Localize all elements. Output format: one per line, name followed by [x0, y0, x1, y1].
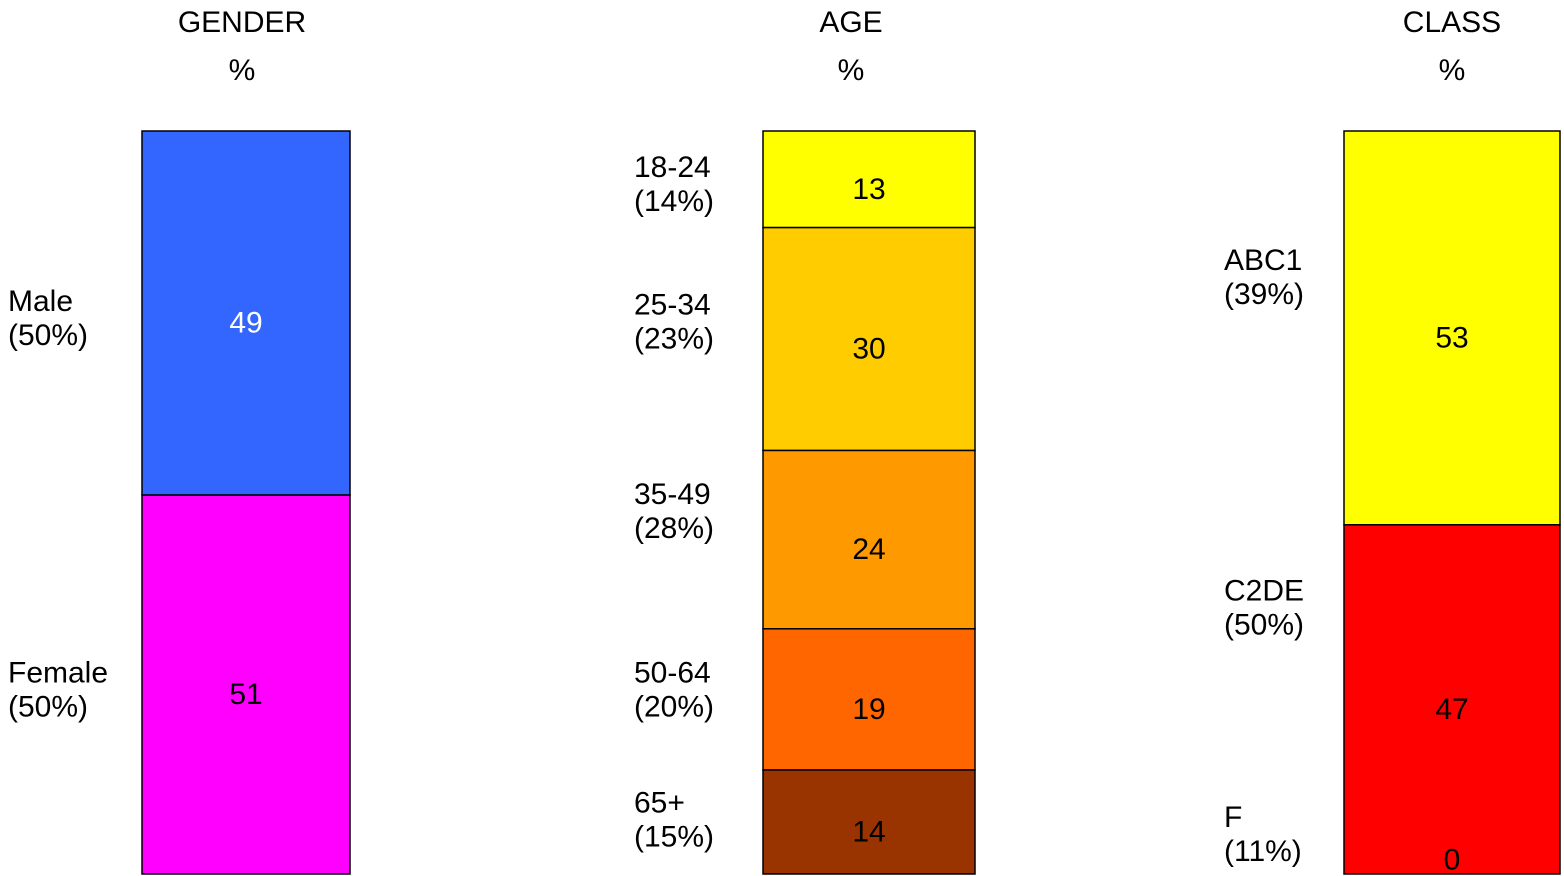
age-share-18-24: (14%) — [634, 185, 714, 218]
class-label-f: F — [1224, 801, 1242, 834]
age-value-35-49: 24 — [852, 533, 885, 566]
age-label-35-49: 35-49 — [634, 478, 711, 511]
age-bar-50-64 — [762, 628, 976, 771]
age-value-25-34: 30 — [852, 333, 885, 366]
age-label-50-64: 50-64 — [634, 656, 711, 689]
gender-share-female: (50%) — [8, 690, 88, 723]
age-share-25-34: (23%) — [634, 322, 714, 355]
age-value-50-64: 19 — [852, 693, 885, 726]
age-bar-18-24 — [762, 130, 976, 229]
age-bar-65 — [762, 769, 976, 875]
class-value-f: 0 — [1444, 844, 1461, 876]
age-bar-35-49 — [762, 449, 976, 630]
age-share-65: (15%) — [634, 820, 714, 853]
class-value-c2de: 47 — [1435, 693, 1468, 726]
class-subtitle: % — [1439, 54, 1466, 87]
age-label-65: 65+ — [634, 786, 685, 819]
gender-value-female: 51 — [229, 678, 262, 711]
gender-bar-male — [141, 130, 351, 496]
class-value-abc1: 53 — [1435, 321, 1468, 354]
class-bar-c2de — [1343, 524, 1561, 875]
class-bar-abc1 — [1343, 130, 1561, 526]
age-label-18-24: 18-24 — [634, 151, 711, 184]
class-label-c2de: C2DE — [1224, 575, 1304, 608]
gender-subtitle: % — [229, 54, 256, 87]
gender-value-male: 49 — [229, 307, 262, 340]
age-label-25-34: 25-34 — [634, 288, 711, 321]
age-share-50-64: (20%) — [634, 690, 714, 723]
gender-share-male: (50%) — [8, 319, 88, 352]
age-title: AGE — [819, 6, 882, 39]
class-title: CLASS — [1403, 6, 1501, 39]
age-bar-25-34 — [762, 226, 976, 452]
gender-label-male: Male — [8, 285, 73, 318]
gender-title: GENDER — [178, 6, 306, 39]
gender-bar-female — [141, 494, 351, 875]
age-value-18-24: 13 — [852, 173, 885, 206]
gender-label-female: Female — [8, 656, 108, 689]
class-label-abc1: ABC1 — [1224, 244, 1302, 277]
age-subtitle: % — [838, 54, 865, 87]
age-share-35-49: (28%) — [634, 512, 714, 545]
age-value-65: 14 — [852, 815, 885, 848]
class-share-c2de: (50%) — [1224, 609, 1304, 642]
class-share-f: (11%) — [1224, 835, 1302, 868]
class-share-abc1: (39%) — [1224, 278, 1304, 311]
